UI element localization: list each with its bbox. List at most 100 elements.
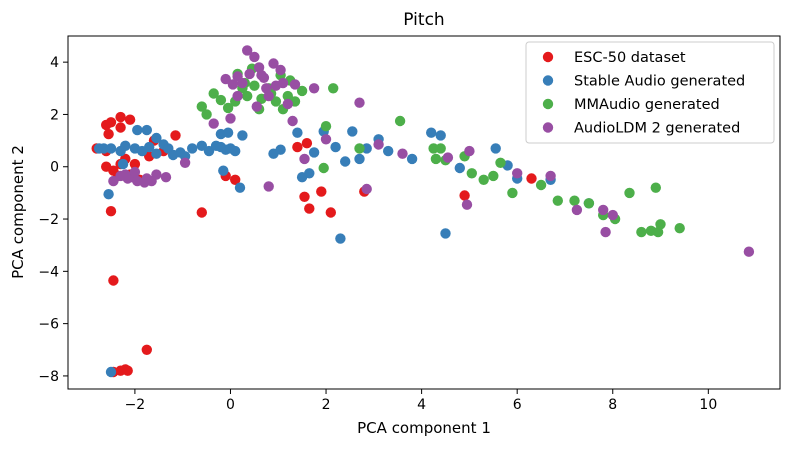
data-point xyxy=(545,170,556,182)
data-point xyxy=(394,115,406,127)
data-point xyxy=(571,204,583,216)
y-tick-label: −8 xyxy=(38,369,59,385)
y-tick-label: 4 xyxy=(50,55,59,71)
data-point xyxy=(624,187,635,199)
data-point xyxy=(230,174,241,185)
data-point xyxy=(328,83,339,94)
data-point xyxy=(105,143,117,154)
data-point xyxy=(242,90,253,102)
data-point xyxy=(347,126,358,137)
y-tick-label: −4 xyxy=(38,264,59,280)
data-point xyxy=(151,132,162,144)
data-point xyxy=(330,141,341,153)
data-point xyxy=(340,156,351,167)
data-point xyxy=(430,153,442,165)
data-point xyxy=(282,90,293,102)
legend-label: Stable Audio generated xyxy=(574,74,745,90)
data-point xyxy=(354,97,365,108)
x-axis-label: PCA component 1 xyxy=(357,419,491,437)
data-point xyxy=(275,144,286,155)
data-point xyxy=(117,158,129,170)
legend-marker xyxy=(542,122,554,133)
data-point xyxy=(115,111,126,123)
data-point xyxy=(115,122,126,133)
legend-marker xyxy=(542,75,554,86)
data-point xyxy=(160,172,172,183)
data-point xyxy=(454,162,465,174)
data-point xyxy=(440,228,451,239)
data-point xyxy=(187,143,198,154)
data-point xyxy=(122,365,133,376)
data-point xyxy=(129,166,141,178)
data-point xyxy=(299,153,310,165)
data-point xyxy=(170,130,181,141)
data-point xyxy=(237,77,248,89)
data-point xyxy=(652,226,664,238)
data-point xyxy=(282,98,293,110)
data-point xyxy=(598,204,609,216)
data-point xyxy=(120,169,131,180)
data-point xyxy=(743,246,755,257)
data-point xyxy=(225,113,236,124)
data-point xyxy=(230,145,241,157)
data-point xyxy=(464,145,475,157)
data-point xyxy=(275,64,286,76)
data-point xyxy=(426,127,437,138)
data-point xyxy=(495,157,506,168)
data-point xyxy=(335,233,346,244)
legend-label: ESC-50 dataset xyxy=(574,50,686,66)
x-tick-label: 2 xyxy=(322,397,331,413)
data-point xyxy=(507,187,518,199)
data-point xyxy=(304,203,315,214)
data-point xyxy=(151,169,162,180)
data-point xyxy=(215,94,227,106)
y-tick-label: −2 xyxy=(38,212,59,228)
data-point xyxy=(105,206,117,217)
data-point xyxy=(600,226,611,238)
data-point xyxy=(237,130,248,141)
y-axis-label: PCA component 2 xyxy=(9,145,27,279)
data-point xyxy=(674,223,685,234)
data-point xyxy=(459,190,470,201)
data-point xyxy=(201,109,212,120)
data-point xyxy=(552,195,563,206)
data-point xyxy=(232,90,243,102)
data-point xyxy=(361,143,372,154)
data-point xyxy=(299,191,310,202)
y-axis: −8 −6 −4 −2 0 2 4 xyxy=(38,55,68,385)
data-point xyxy=(141,124,152,136)
data-point xyxy=(583,198,595,209)
data-point xyxy=(222,127,234,138)
y-tick-label: −6 xyxy=(38,317,59,333)
data-point xyxy=(141,173,152,184)
data-point xyxy=(406,153,418,165)
data-point xyxy=(249,51,260,63)
data-point xyxy=(124,114,136,125)
data-point xyxy=(261,83,272,94)
data-point xyxy=(316,186,327,197)
data-point xyxy=(292,127,303,138)
data-point xyxy=(234,182,246,193)
data-point xyxy=(218,165,229,176)
scatter-points xyxy=(91,45,755,378)
data-point xyxy=(287,115,298,127)
x-tick-label: 8 xyxy=(608,397,617,413)
x-tick-label: 0 xyxy=(226,397,235,413)
data-point xyxy=(354,143,365,154)
legend-marker xyxy=(542,98,554,110)
data-point xyxy=(292,141,303,153)
series-2 xyxy=(93,124,595,378)
y-tick-label: 0 xyxy=(50,160,59,176)
data-point xyxy=(251,101,262,112)
data-point xyxy=(383,145,394,157)
data-point xyxy=(270,80,282,91)
data-point xyxy=(141,344,152,355)
data-point xyxy=(98,143,110,154)
data-point xyxy=(203,145,215,157)
data-point xyxy=(636,226,647,238)
data-point xyxy=(196,101,207,112)
data-point xyxy=(227,79,239,90)
data-point xyxy=(244,68,255,80)
data-point xyxy=(373,139,384,150)
data-point xyxy=(105,117,117,128)
